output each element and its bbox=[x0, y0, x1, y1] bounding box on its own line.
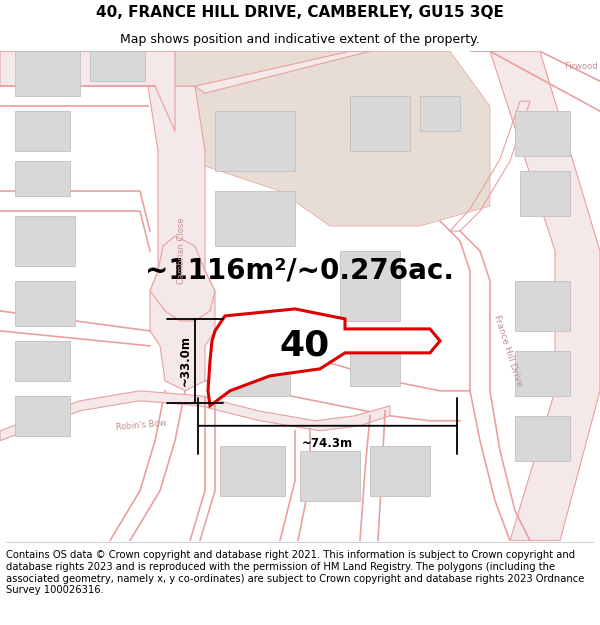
Polygon shape bbox=[15, 341, 70, 381]
Polygon shape bbox=[150, 236, 215, 321]
Polygon shape bbox=[15, 216, 75, 266]
Polygon shape bbox=[215, 111, 295, 171]
Polygon shape bbox=[340, 251, 400, 321]
Polygon shape bbox=[300, 451, 360, 501]
Polygon shape bbox=[515, 416, 570, 461]
Text: Map shows position and indicative extent of the property.: Map shows position and indicative extent… bbox=[120, 34, 480, 46]
Polygon shape bbox=[470, 51, 600, 541]
Polygon shape bbox=[215, 191, 295, 246]
Text: Contains OS data © Crown copyright and database right 2021. This information is : Contains OS data © Crown copyright and d… bbox=[6, 551, 584, 595]
Polygon shape bbox=[175, 51, 490, 226]
Text: ~1116m²/~0.276ac.: ~1116m²/~0.276ac. bbox=[146, 257, 455, 285]
Polygon shape bbox=[420, 96, 460, 131]
Polygon shape bbox=[195, 51, 370, 93]
Polygon shape bbox=[15, 111, 70, 151]
Polygon shape bbox=[15, 161, 70, 196]
Polygon shape bbox=[15, 51, 80, 96]
Polygon shape bbox=[148, 86, 215, 391]
Text: 40, FRANCE HILL DRIVE, CAMBERLEY, GU15 3QE: 40, FRANCE HILL DRIVE, CAMBERLEY, GU15 3… bbox=[96, 5, 504, 20]
Polygon shape bbox=[220, 351, 290, 396]
Polygon shape bbox=[515, 111, 570, 156]
Polygon shape bbox=[520, 171, 570, 216]
Polygon shape bbox=[515, 351, 570, 396]
Polygon shape bbox=[350, 96, 410, 151]
Text: 40: 40 bbox=[280, 329, 330, 363]
Polygon shape bbox=[350, 331, 400, 386]
Text: Firwood Drive: Firwood Drive bbox=[565, 62, 600, 71]
Text: France Hill Drive: France Hill Drive bbox=[492, 314, 524, 388]
Polygon shape bbox=[0, 391, 390, 441]
Text: Cambrian Close: Cambrian Close bbox=[178, 217, 187, 284]
Text: ~74.3m: ~74.3m bbox=[302, 438, 353, 450]
Polygon shape bbox=[15, 281, 75, 326]
Text: ~33.0m: ~33.0m bbox=[179, 336, 191, 386]
Polygon shape bbox=[220, 446, 285, 496]
Polygon shape bbox=[0, 51, 175, 131]
Polygon shape bbox=[370, 446, 430, 496]
Polygon shape bbox=[90, 51, 145, 81]
Polygon shape bbox=[208, 309, 440, 406]
Polygon shape bbox=[515, 281, 570, 331]
Polygon shape bbox=[15, 396, 70, 436]
Text: Robin's Bow: Robin's Bow bbox=[115, 419, 166, 432]
